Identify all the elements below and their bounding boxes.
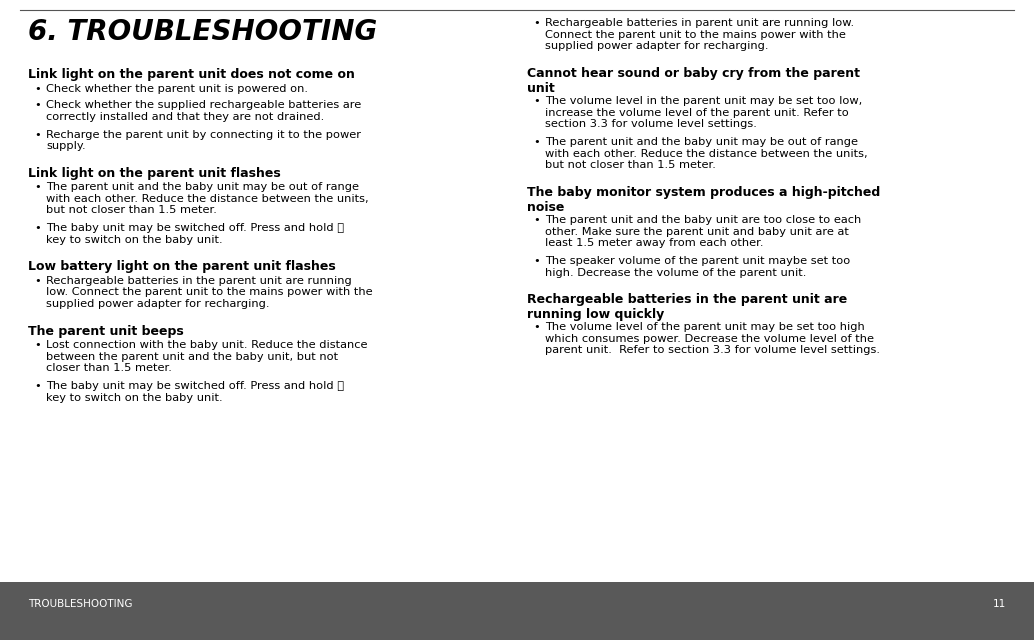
Text: The baby unit may be switched off. Press and hold ⏻
key to switch on the baby un: The baby unit may be switched off. Press… xyxy=(45,223,344,244)
Text: 11: 11 xyxy=(993,599,1006,609)
Text: •: • xyxy=(533,137,540,147)
Text: Check whether the parent unit is powered on.: Check whether the parent unit is powered… xyxy=(45,83,308,93)
Text: Check whether the supplied rechargeable batteries are
correctly installed and th: Check whether the supplied rechargeable … xyxy=(45,100,361,122)
Text: The volume level in the parent unit may be set too low,
increase the volume leve: The volume level in the parent unit may … xyxy=(545,96,862,129)
Text: Low battery light on the parent unit flashes: Low battery light on the parent unit fla… xyxy=(28,260,336,273)
Text: The parent unit beeps: The parent unit beeps xyxy=(28,324,184,337)
Text: Cannot hear sound or baby cry from the parent
unit: Cannot hear sound or baby cry from the p… xyxy=(527,67,860,95)
Text: •: • xyxy=(34,182,40,192)
Text: Link light on the parent unit flashes: Link light on the parent unit flashes xyxy=(28,166,281,179)
Text: Rechargeable batteries in parent unit are running low.
Connect the parent unit t: Rechargeable batteries in parent unit ar… xyxy=(545,18,854,51)
Text: The parent unit and the baby unit are too close to each
other. Make sure the par: The parent unit and the baby unit are to… xyxy=(545,215,861,248)
Text: •: • xyxy=(34,381,40,391)
Bar xyxy=(0,582,1034,640)
Text: •: • xyxy=(34,275,40,285)
Text: The parent unit and the baby unit may be out of range
with each other. Reduce th: The parent unit and the baby unit may be… xyxy=(45,182,369,215)
Text: Rechargeable batteries in the parent unit are running
low. Connect the parent un: Rechargeable batteries in the parent uni… xyxy=(45,275,372,308)
Text: •: • xyxy=(533,96,540,106)
Text: •: • xyxy=(34,100,40,111)
Text: •: • xyxy=(533,256,540,266)
Text: Recharge the parent unit by connecting it to the power
supply.: Recharge the parent unit by connecting i… xyxy=(45,129,361,151)
Text: The volume level of the parent unit may be set too high
which consumes power. De: The volume level of the parent unit may … xyxy=(545,322,880,355)
Text: •: • xyxy=(533,215,540,225)
Text: •: • xyxy=(533,322,540,332)
Text: The parent unit and the baby unit may be out of range
with each other. Reduce th: The parent unit and the baby unit may be… xyxy=(545,137,868,170)
Text: •: • xyxy=(34,340,40,350)
Text: •: • xyxy=(34,83,40,93)
Text: Lost connection with the baby unit. Reduce the distance
between the parent unit : Lost connection with the baby unit. Redu… xyxy=(45,340,367,373)
Text: Link light on the parent unit does not come on: Link light on the parent unit does not c… xyxy=(28,68,355,81)
Text: The baby unit may be switched off. Press and hold ⏻
key to switch on the baby un: The baby unit may be switched off. Press… xyxy=(45,381,344,403)
Text: TROUBLESHOOTING: TROUBLESHOOTING xyxy=(28,599,132,609)
Text: •: • xyxy=(34,223,40,233)
Text: •: • xyxy=(533,18,540,28)
Text: The baby monitor system produces a high-pitched
noise: The baby monitor system produces a high-… xyxy=(527,186,880,214)
Text: 6. TROUBLESHOOTING: 6. TROUBLESHOOTING xyxy=(28,18,377,46)
Text: The speaker volume of the parent unit maybe set too
high. Decrease the volume of: The speaker volume of the parent unit ma… xyxy=(545,256,850,278)
Text: •: • xyxy=(34,129,40,140)
Text: Rechargeable batteries in the parent unit are
running low quickly: Rechargeable batteries in the parent uni… xyxy=(527,293,847,321)
